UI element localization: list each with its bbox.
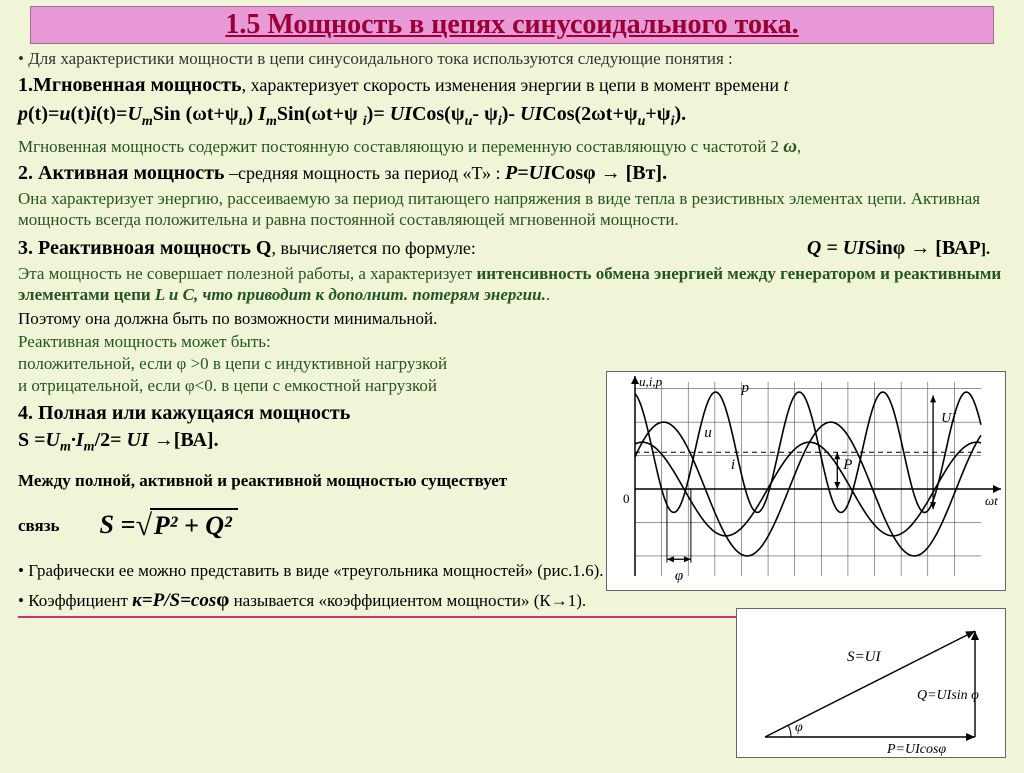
sec3-n1: Эта мощность не совершает полезной работ… xyxy=(18,264,477,283)
sec3-heading: 3. Реактивноая мощность Q xyxy=(18,237,271,259)
section-1: 1.Мгновенная мощность, характеризует ско… xyxy=(18,73,1010,98)
sec1-note: Мгновенная мощность содержит постоянную … xyxy=(18,135,1010,159)
intro-text: • Для характеристики мощности в цепи син… xyxy=(18,48,1010,69)
react-intro: Реактивная мощность может быть: xyxy=(18,331,608,352)
sec1-note-text: Мгновенная мощность содержит постоянную … xyxy=(18,137,779,156)
sec2-cos: Cosφ → xyxy=(551,162,626,184)
wave-chart: u,i,p ωt 0 p u i P UI φ xyxy=(606,371,1006,591)
sec3-min-note: Поэтому она должна быть по возможности м… xyxy=(18,308,1010,329)
k-f: к=P/S=cos xyxy=(132,590,216,611)
sec1-heading: 1.Мгновенная мощность xyxy=(18,74,242,96)
f-p: p xyxy=(18,103,28,125)
sec2-formula-a: P=UI xyxy=(505,162,551,184)
sec3-n3: L и С, что приводит к дополнит. потерям … xyxy=(155,285,546,304)
f-sub-m1: m xyxy=(142,114,153,129)
f-UI1: UI xyxy=(390,103,412,125)
left-column: Реактивная мощность может быть: положите… xyxy=(18,331,608,613)
s4-d: /2= xyxy=(95,429,127,451)
react-pos: положительной, если φ >0 в цепи с индукт… xyxy=(18,353,608,374)
f-Um: U xyxy=(127,103,141,125)
s4-b: U xyxy=(46,429,60,451)
svg-text:u,i,p: u,i,p xyxy=(639,374,663,389)
f-sub-m2: m xyxy=(266,114,277,129)
section-2: 2. Активная мощность –средняя мощность з… xyxy=(18,161,1010,186)
sec1-tail: , характеризует скорость изменения энерг… xyxy=(242,75,784,95)
sec4-heading: 4. Полная или кажущаяся мощность xyxy=(18,401,608,426)
s4-a: S = xyxy=(18,429,46,451)
svg-text:UI: UI xyxy=(941,411,957,426)
svg-text:i: i xyxy=(731,457,735,473)
f-t2: (t)= xyxy=(96,103,127,125)
svg-text:0: 0 xyxy=(623,491,630,506)
sec2-units: [Вт]. xyxy=(626,162,667,184)
figures-area: u,i,p ωt 0 p u i P UI φ S=UI Q=UIsin φ P=UIcosφ φ xyxy=(606,371,1006,763)
sqrt-row: связь S = √ P² + Q² xyxy=(18,507,608,545)
f-u: u xyxy=(59,103,70,125)
s4-units: [ВА]. xyxy=(174,429,219,451)
sec3-units-b: ]. xyxy=(981,241,990,258)
k-phi: φ xyxy=(216,587,229,611)
f-sin2: Sin(ωt+ψ xyxy=(277,103,363,125)
f-UI2: UI xyxy=(520,103,542,125)
k-n2: называется «коэффициентом мощности» (К→1… xyxy=(229,591,586,610)
sec3-units: [ВАР xyxy=(935,237,980,259)
sq-body: P² + Q² xyxy=(150,508,238,543)
svg-text:φ: φ xyxy=(795,720,803,735)
omega-sym: ω xyxy=(783,136,797,157)
sec2-note: Она характеризует энергию, рассеиваемую … xyxy=(18,188,1010,231)
s4-sm1: m xyxy=(60,439,71,454)
svg-text:P=UIcosφ: P=UIcosφ xyxy=(886,742,946,757)
sqrt-formula: S = √ P² + Q² xyxy=(100,507,238,545)
svg-text:φ: φ xyxy=(675,568,683,584)
sec3-n3b: . xyxy=(546,285,550,304)
svg-text:p: p xyxy=(740,380,749,396)
svg-text:S=UI: S=UI xyxy=(847,649,881,665)
sec2-heading: 2. Активная мощность xyxy=(18,162,225,184)
power-triangle: S=UI Q=UIsin φ P=UIcosφ φ xyxy=(736,608,1006,758)
sec2-tail: –средняя мощность за период «Т» : xyxy=(225,163,506,183)
f-plus: +ψ xyxy=(645,103,670,125)
k-note: • Коэффициент к=P/S=cosφ называется «коэ… xyxy=(18,586,608,613)
section-3-row: 3. Реактивноая мощность Q, вычисляется п… xyxy=(18,236,1010,261)
f-sp1: ) xyxy=(247,103,259,125)
s4-e: UI → xyxy=(127,429,174,451)
s4-c: ·I xyxy=(71,429,84,451)
f-eq1: (t)= xyxy=(28,103,59,125)
sec3-sin: Sinφ → xyxy=(865,237,935,259)
f-cos2: Cos(2ωt+ψ xyxy=(542,103,637,125)
svg-text:ωt: ωt xyxy=(985,493,998,508)
sec3-note: Эта мощность не совершает полезной работ… xyxy=(18,263,1010,306)
f-Im: I xyxy=(258,103,266,125)
react-neg: и отрицательной, если φ<0. в цепи с емко… xyxy=(18,375,608,396)
f-cos1: Cos(ψ xyxy=(412,103,465,125)
slide-title: 1.5 Мощность в цепях синусоидального ток… xyxy=(30,6,994,44)
sec4-formula: S =Um·Im/2= UI →[ВА]. xyxy=(18,428,608,456)
sec1-italic-t: t xyxy=(783,75,788,95)
relation-text2: связь xyxy=(18,515,60,536)
f-m2: )- xyxy=(502,103,520,125)
f-sub-u1: u xyxy=(239,114,247,129)
relation-text: Между полной, активной и реактивной мощн… xyxy=(18,470,608,491)
svg-text:u: u xyxy=(704,425,712,441)
comma: , xyxy=(797,137,801,156)
formula-instant-power: p(t)=u(t)i(t)=UmSin (ωt+ψu) ImSin(ωt+ψ i… xyxy=(18,102,1010,131)
f-t1: (t) xyxy=(71,103,91,125)
sq-s: S = xyxy=(100,509,136,542)
f-minus: - ψ xyxy=(472,103,497,125)
f-end: ). xyxy=(674,103,686,125)
sec3-tail: , вычисляется по формуле: xyxy=(271,238,475,258)
s4-sm2: m xyxy=(84,439,95,454)
triangle-note: • Графически ее можно представить в виде… xyxy=(18,560,608,581)
svg-text:P: P xyxy=(842,457,852,473)
k-n1: • Коэффициент xyxy=(18,591,132,610)
sec3-formula-a: Q = UI xyxy=(807,237,865,259)
f-sin1: Sin (ωt+ψ xyxy=(153,103,239,125)
f-eq2: )= xyxy=(367,103,390,125)
svg-text:Q=UIsin φ: Q=UIsin φ xyxy=(917,688,979,703)
